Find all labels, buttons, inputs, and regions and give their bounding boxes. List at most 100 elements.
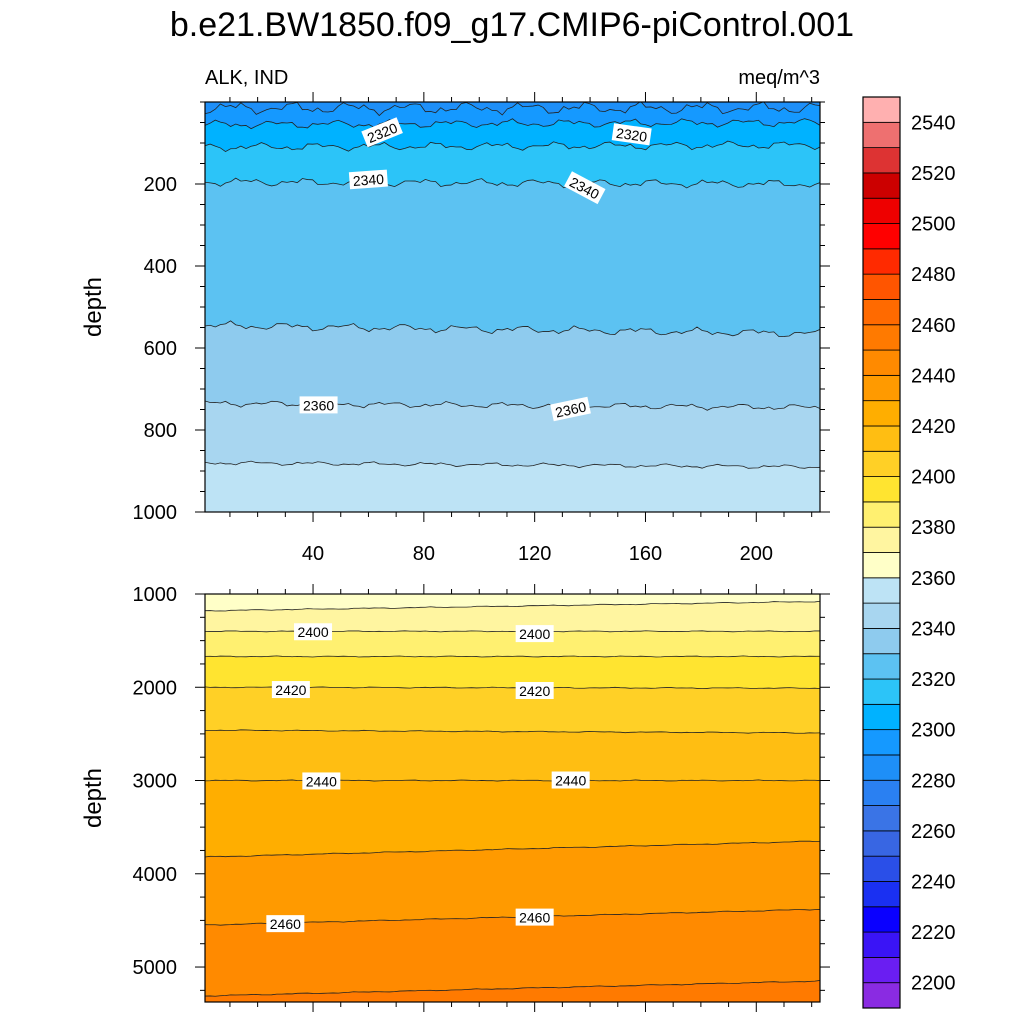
colorbar-label: 2340 xyxy=(911,618,956,640)
contour-label: 2360 xyxy=(299,396,338,414)
contour-band xyxy=(205,594,820,611)
contour-band xyxy=(205,320,820,411)
colorbar-label: 2300 xyxy=(911,720,956,742)
colorbar-swatch xyxy=(862,678,901,705)
colorbar-swatch xyxy=(862,400,901,427)
colorbar-swatch xyxy=(862,754,901,781)
colorbar-swatch xyxy=(862,273,901,300)
colorbar-swatch xyxy=(862,779,901,806)
colorbar-swatch xyxy=(862,349,901,376)
colorbar-label: 2400 xyxy=(911,467,956,489)
lower-panel: 2400 2400 2420 2420 2440 2440 2460 2460 1000 2000… xyxy=(80,584,830,1012)
colorbar: 2200 2220 2240 2260 2280 2300 2320 2340 2360 2380… xyxy=(862,96,956,1009)
svg-text:2340: 2340 xyxy=(352,171,384,189)
contour-band xyxy=(205,601,820,632)
x-tick-label: 40 xyxy=(302,543,324,565)
colorbar-label: 2420 xyxy=(911,416,956,438)
colorbar-label: 2380 xyxy=(911,517,956,539)
svg-text:2420: 2420 xyxy=(519,683,550,699)
svg-text:2400: 2400 xyxy=(519,626,550,642)
contour-band xyxy=(205,102,820,116)
colorbar-swatch xyxy=(862,197,901,224)
colorbar-swatch xyxy=(862,956,901,984)
x-tick-label: 160 xyxy=(629,543,662,565)
svg-text:2320: 2320 xyxy=(615,125,648,145)
contour-label: 2460 xyxy=(266,915,305,933)
colorbar-label: 2540 xyxy=(911,112,956,134)
contour-band xyxy=(205,177,820,337)
svg-text:2440: 2440 xyxy=(555,773,586,789)
colorbar-label: 2360 xyxy=(911,568,956,590)
colorbar-swatch xyxy=(862,501,901,528)
svg-text:2360: 2360 xyxy=(303,397,334,413)
contour-line-2440 xyxy=(205,840,820,858)
contour-label: 2340 xyxy=(348,169,388,190)
colorbar-swatch xyxy=(862,628,901,655)
contour-label: 2400 xyxy=(294,623,333,641)
x-tick-label: 120 xyxy=(518,543,551,565)
contour-label: 2420 xyxy=(515,681,554,699)
colorbar-label: 2520 xyxy=(911,163,956,185)
y-tick-label: 3000 xyxy=(133,771,178,793)
colorbar-label: 2200 xyxy=(911,973,956,995)
colorbar-swatch xyxy=(862,374,901,402)
contour-line-2330 xyxy=(205,177,820,189)
contour-band xyxy=(205,841,820,926)
colorbar-swatch xyxy=(862,653,901,680)
colorbar-swatch xyxy=(862,552,901,579)
colorbar-label: 2240 xyxy=(911,871,956,893)
x-tick-label: 200 xyxy=(740,543,773,565)
colorbar-swatch xyxy=(862,602,901,629)
colorbar-swatch xyxy=(862,299,901,326)
contour-label: 2360 xyxy=(550,396,591,422)
colorbar-label: 2320 xyxy=(911,669,956,691)
svg-text:2460: 2460 xyxy=(270,916,301,932)
svg-text:2400: 2400 xyxy=(297,624,328,640)
colorbar-swatch xyxy=(862,729,901,756)
y-tick-label: 800 xyxy=(144,420,177,442)
y-tick-label: 600 xyxy=(144,338,177,360)
plot-frame xyxy=(204,593,821,1003)
colorbar-label: 2260 xyxy=(911,821,956,843)
colorbar-swatch xyxy=(862,476,901,503)
colorbar-swatch xyxy=(862,324,901,351)
contour-band xyxy=(205,779,820,857)
contour-band xyxy=(205,461,820,512)
units-label: meq/m^3 xyxy=(738,67,820,89)
contour-line-2340 xyxy=(205,320,820,338)
y-tick-label: 200 xyxy=(144,174,177,196)
contour-line-2300 xyxy=(205,102,820,117)
colorbar-swatch xyxy=(862,577,901,604)
colorbar-swatch xyxy=(862,703,901,731)
colorbar-label: 2500 xyxy=(911,214,956,236)
y-axis-label: depth xyxy=(80,277,107,337)
contour-line-2450 xyxy=(205,909,820,926)
contour-band xyxy=(205,980,820,1002)
colorbar-swatch xyxy=(862,982,901,1009)
contour-band xyxy=(205,630,820,658)
y-axis-label: depth xyxy=(80,768,107,828)
contour-label: 2320 xyxy=(611,123,652,146)
colorbar-swatch xyxy=(862,223,901,250)
y-tick-label: 4000 xyxy=(133,864,178,886)
svg-text:2440: 2440 xyxy=(306,773,337,789)
contour-line-2460 xyxy=(205,980,820,997)
colorbar-swatch xyxy=(862,855,901,882)
contour-label: 2400 xyxy=(515,625,554,643)
contour-line-2360 xyxy=(205,460,820,469)
contour-line-2380 xyxy=(205,600,820,612)
y-tick-label: 400 xyxy=(144,256,177,278)
colorbar-swatch xyxy=(862,906,901,933)
contour-band xyxy=(205,118,820,152)
colorbar-swatch xyxy=(862,121,901,149)
contour-band xyxy=(205,655,820,689)
colorbar-swatch xyxy=(862,147,901,174)
contour-band xyxy=(205,400,820,469)
y-tick-label: 1000 xyxy=(133,502,178,524)
contour-band xyxy=(205,729,820,782)
y-tick-label: 2000 xyxy=(133,677,178,699)
contour-label: 2440 xyxy=(302,772,341,790)
svg-text:2420: 2420 xyxy=(275,682,306,698)
